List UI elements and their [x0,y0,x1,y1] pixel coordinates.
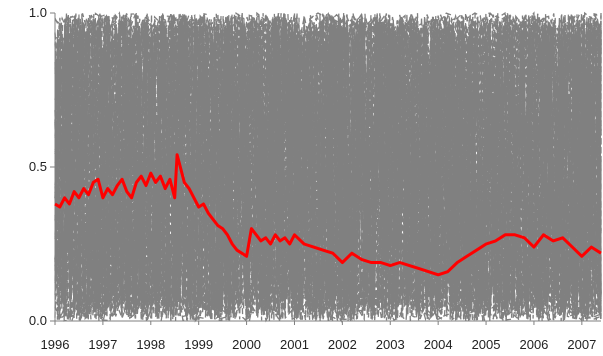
x-tick-label: 2003 [376,337,405,352]
main-series-line [54,153,602,277]
x-tick-label: 2006 [519,337,548,352]
background-series-line [54,13,602,321]
x-tick-label: 1996 [41,337,70,352]
background-series-line [54,14,602,320]
x-tick-label: 2000 [232,337,261,352]
x-tick-label: 2005 [472,337,501,352]
x-tick-label: 2001 [280,337,309,352]
x-tick-label: 1998 [136,337,165,352]
y-tick-label: 0.5 [29,159,47,174]
x-tick-label: 2002 [328,337,357,352]
y-tick-label: 1.0 [29,5,47,20]
x-tick-label: 1997 [88,337,117,352]
y-tick-label: 0.0 [29,313,47,328]
background-series-line [54,13,602,323]
x-tick-label: 2004 [424,337,453,352]
tick-labels-group: 0.0 0.5 1.0 1996 1997 1998 1999 2000 2001 2002 200… [29,5,596,352]
background-series-line [54,11,602,322]
x-tick-label: 1999 [184,337,213,352]
main-series-group [54,153,602,277]
background-series-line [54,14,602,321]
x-tick-label: 2007 [567,337,596,352]
background-series-line [54,13,602,320]
axes-group [50,12,601,325]
background-series-line [54,13,602,323]
